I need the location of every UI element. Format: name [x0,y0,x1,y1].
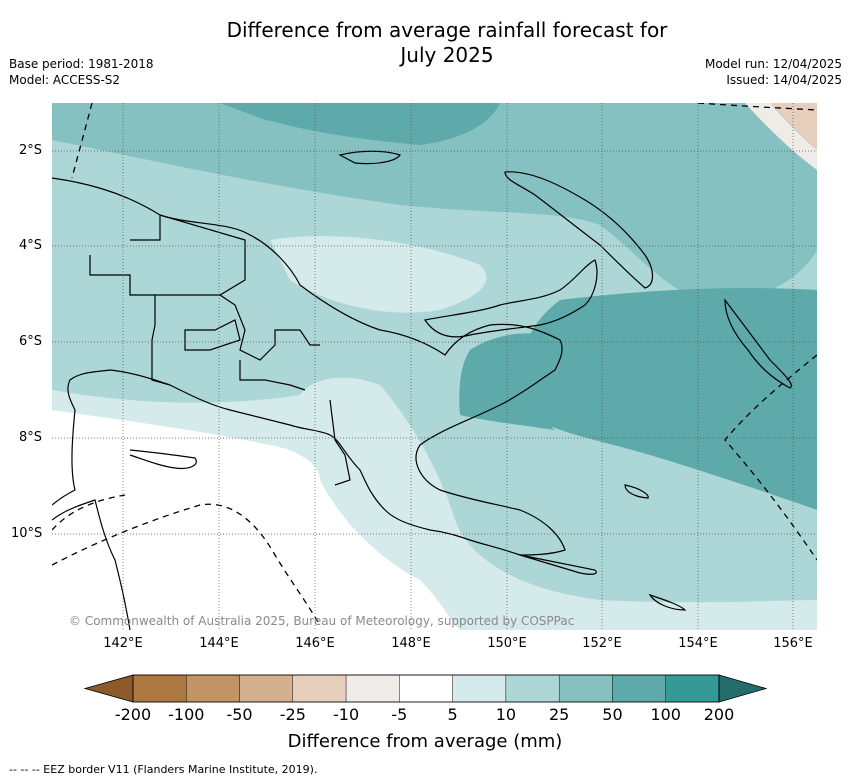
rainfall-contours [52,103,817,630]
contour-dry-edge [745,103,817,170]
colorbar-tick-label: -25 [279,705,306,724]
model-text: Model: ACCESS-S2 [9,73,121,87]
colorbar-swatch [292,674,347,703]
colorbar-tick-label: 10 [495,705,517,724]
colorbar-tick-label: -50 [226,705,253,724]
lat-label-6s: 6°S [19,334,43,349]
colorbar-swatch [612,674,666,703]
colorbar [83,674,768,703]
eez-footnote: -- -- -- EEZ border V11 (Flanders Marine… [9,763,318,776]
lon-label-142e: 142°E [103,636,143,651]
colorbar-swatch [345,674,400,703]
colorbar-extend-high [718,674,768,703]
eez-borders [52,103,817,626]
colorbar-swatch [505,674,560,703]
title-line-2: July 2025 [400,43,494,67]
colorbar-tick-label: 200 [703,705,735,724]
model-run-text: Model run: 12/04/2025 [704,57,842,71]
contour-dry-corner [770,103,817,150]
colorbar-tick-label: -100 [168,705,205,724]
lat-label-8s: 8°S [19,430,43,445]
lat-label-4s: 4°S [19,238,43,253]
coastlines [52,150,792,630]
colorbar-tick-label: 100 [650,705,681,724]
colorbar-tick-label: -200 [114,705,152,724]
contour-50-100-north [220,103,500,145]
issued-text: Issued: 14/04/2025 [726,73,842,87]
colorbar-tick-label: 25 [548,705,570,724]
colorbar-tick-label: 5 [447,705,458,724]
copyright-notice: © Commonwealth of Australia 2025, Bureau… [69,614,575,628]
contour-near-zero [52,410,460,630]
contour-50-100-east-b [459,333,560,430]
colorbar-outline [132,674,720,703]
lat-label-10s: 10°S [11,526,43,541]
lon-label-144e: 144°E [199,636,239,651]
title-line-1: Difference from average rainfall forecas… [226,18,668,42]
base-period-text: Base period: 1981-2018 [9,57,154,71]
map-title: Difference from average rainfall forecas… [150,18,744,68]
lon-label-148e: 148°E [391,636,431,651]
colorbar-tick-label: -5 [391,705,408,724]
gridlines [52,103,817,630]
lon-label-154e: 154°E [678,636,718,651]
lon-label-156e: 156°E [773,636,813,651]
colorbar-swatch [132,674,187,703]
colorbar-swatch [558,674,613,703]
lon-label-150e: 150°E [487,636,527,651]
lat-label-2s: 2°S [19,143,43,158]
colorbar-swatch [665,674,720,703]
colorbar-swatch [452,674,507,703]
colorbar-title: Difference from average (mm) [287,731,563,752]
lon-label-146e: 146°E [295,636,335,651]
colorbar-swatch [239,674,294,703]
colorbar-swatch [399,674,453,703]
contour-5-10-north [270,236,487,313]
colorbar-tick-label: 50 [602,705,623,724]
base-period-info: Base period: 1981-2018 Model: ACCESS-S2 [9,56,154,88]
lon-label-152e: 152°E [582,636,622,651]
colorbar-swatch [186,674,240,703]
model-run-info: Model run: 12/04/2025 Issued: 14/04/2025 [705,56,842,88]
colorbar-tick-label: -10 [333,705,360,724]
colorbar-extend-low [83,674,134,703]
